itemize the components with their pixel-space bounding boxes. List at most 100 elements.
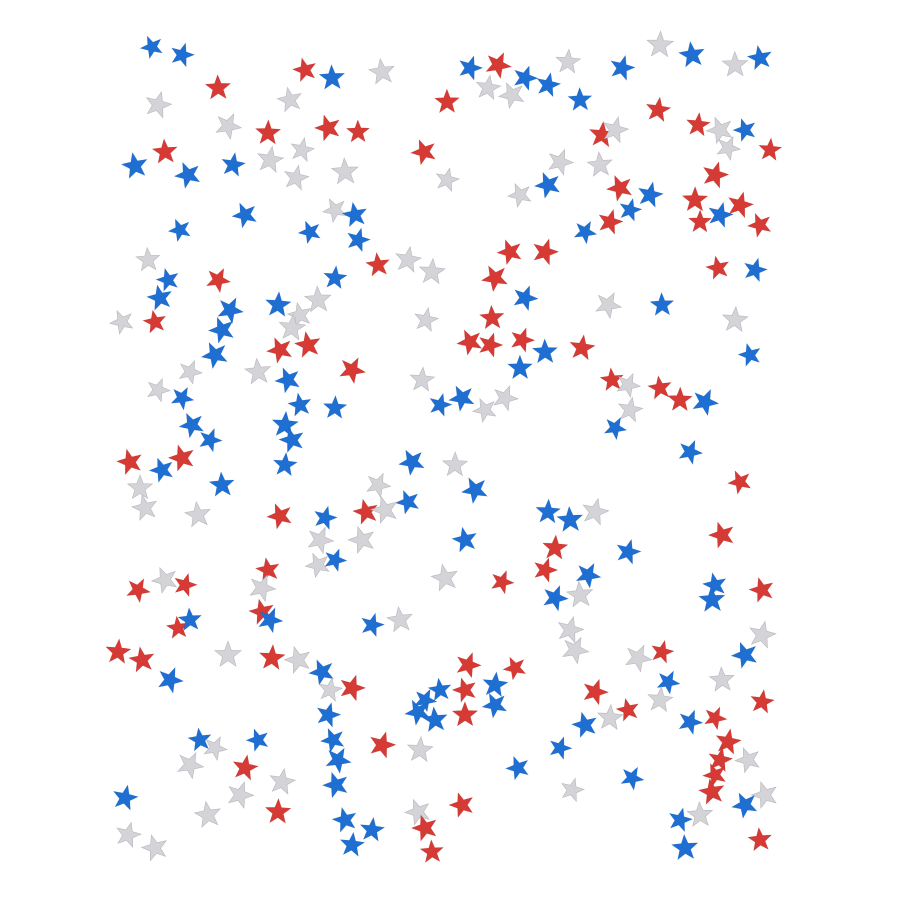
silver-star: [126, 474, 154, 500]
blue-star: [394, 489, 420, 516]
silver-star: [561, 777, 585, 803]
silver-star: [721, 305, 749, 333]
blue-star: [656, 670, 682, 696]
red-star: [258, 643, 287, 671]
silver-star: [562, 636, 590, 665]
blue-star: [322, 394, 348, 420]
silver-star: [227, 781, 255, 809]
silver-star: [386, 606, 413, 633]
silver-star: [116, 821, 142, 848]
silver-star: [409, 366, 436, 392]
red-star: [478, 331, 504, 359]
blue-star: [555, 505, 584, 533]
silver-star: [430, 563, 458, 592]
blue-star: [318, 63, 346, 91]
blue-star: [692, 388, 720, 417]
red-star: [697, 777, 725, 806]
red-star: [151, 137, 179, 165]
blue-star: [359, 816, 386, 842]
red-star: [533, 237, 560, 266]
silver-star: [304, 552, 330, 579]
blue-star: [513, 64, 539, 92]
blue-star: [534, 498, 562, 524]
red-star: [419, 838, 445, 864]
silver-star: [283, 645, 311, 674]
blue-star: [649, 291, 675, 317]
silver-star: [596, 703, 624, 731]
blue-star: [322, 264, 349, 290]
blue-star: [217, 296, 245, 325]
red-star: [204, 73, 232, 100]
silver-star: [555, 48, 582, 74]
silver-star: [203, 736, 228, 761]
silver-star: [131, 494, 158, 521]
silver-star: [721, 50, 749, 77]
blue-star: [112, 784, 140, 812]
blue-star: [120, 151, 148, 180]
blue-star: [506, 354, 534, 380]
red-star: [313, 113, 341, 142]
blue-star: [450, 526, 478, 553]
silver-star: [617, 396, 644, 423]
blue-star: [178, 412, 205, 439]
blue-star: [230, 202, 258, 229]
red-star: [510, 326, 536, 354]
blue-star: [273, 366, 301, 394]
silver-star: [471, 398, 497, 423]
blue-star: [157, 666, 185, 695]
blue-star: [286, 391, 312, 417]
blue-star: [346, 227, 372, 253]
blue-star: [482, 670, 509, 698]
silver-star: [145, 90, 173, 119]
blue-star: [257, 607, 284, 634]
blue-star: [421, 705, 449, 733]
silver-star: [497, 82, 525, 109]
silver-star: [243, 357, 272, 385]
blue-star: [360, 612, 386, 638]
red-star: [345, 118, 371, 143]
blue-star: [341, 201, 368, 228]
red-star: [666, 386, 694, 412]
blue-star: [575, 562, 602, 589]
silver-star: [276, 86, 302, 113]
confetti-stars: [104, 30, 783, 864]
blue-star: [220, 151, 247, 178]
silver-star: [686, 800, 714, 827]
blue-star: [339, 831, 366, 858]
red-star: [451, 700, 479, 727]
red-star: [293, 330, 321, 359]
red-star: [447, 791, 474, 819]
silver-star: [307, 526, 335, 555]
blue-star: [531, 337, 559, 364]
red-star: [338, 356, 367, 385]
silver-star: [625, 644, 653, 673]
silver-star: [366, 472, 392, 499]
blue-star: [743, 257, 769, 283]
blue-star: [177, 606, 203, 632]
silver-star: [441, 451, 469, 477]
red-star: [451, 676, 477, 704]
blue-star: [542, 584, 570, 612]
silver-star: [435, 167, 460, 192]
red-star: [708, 746, 734, 773]
silver-star: [215, 113, 243, 141]
blue-star: [566, 86, 593, 112]
silver-star: [284, 164, 310, 191]
blue-star: [730, 792, 758, 820]
red-star: [704, 255, 730, 281]
red-star: [478, 304, 505, 330]
blue-star: [319, 727, 345, 754]
red-star: [702, 160, 730, 190]
silver-star: [330, 157, 359, 185]
silver-star: [595, 292, 623, 320]
silver-star: [147, 377, 171, 403]
red-star: [701, 762, 727, 788]
red-star: [758, 137, 783, 162]
blue-star: [677, 40, 706, 68]
silver-star: [370, 495, 398, 524]
blue-star: [148, 457, 174, 484]
silver-star: [475, 74, 502, 101]
blue-star: [245, 727, 269, 753]
red-star: [747, 576, 774, 604]
